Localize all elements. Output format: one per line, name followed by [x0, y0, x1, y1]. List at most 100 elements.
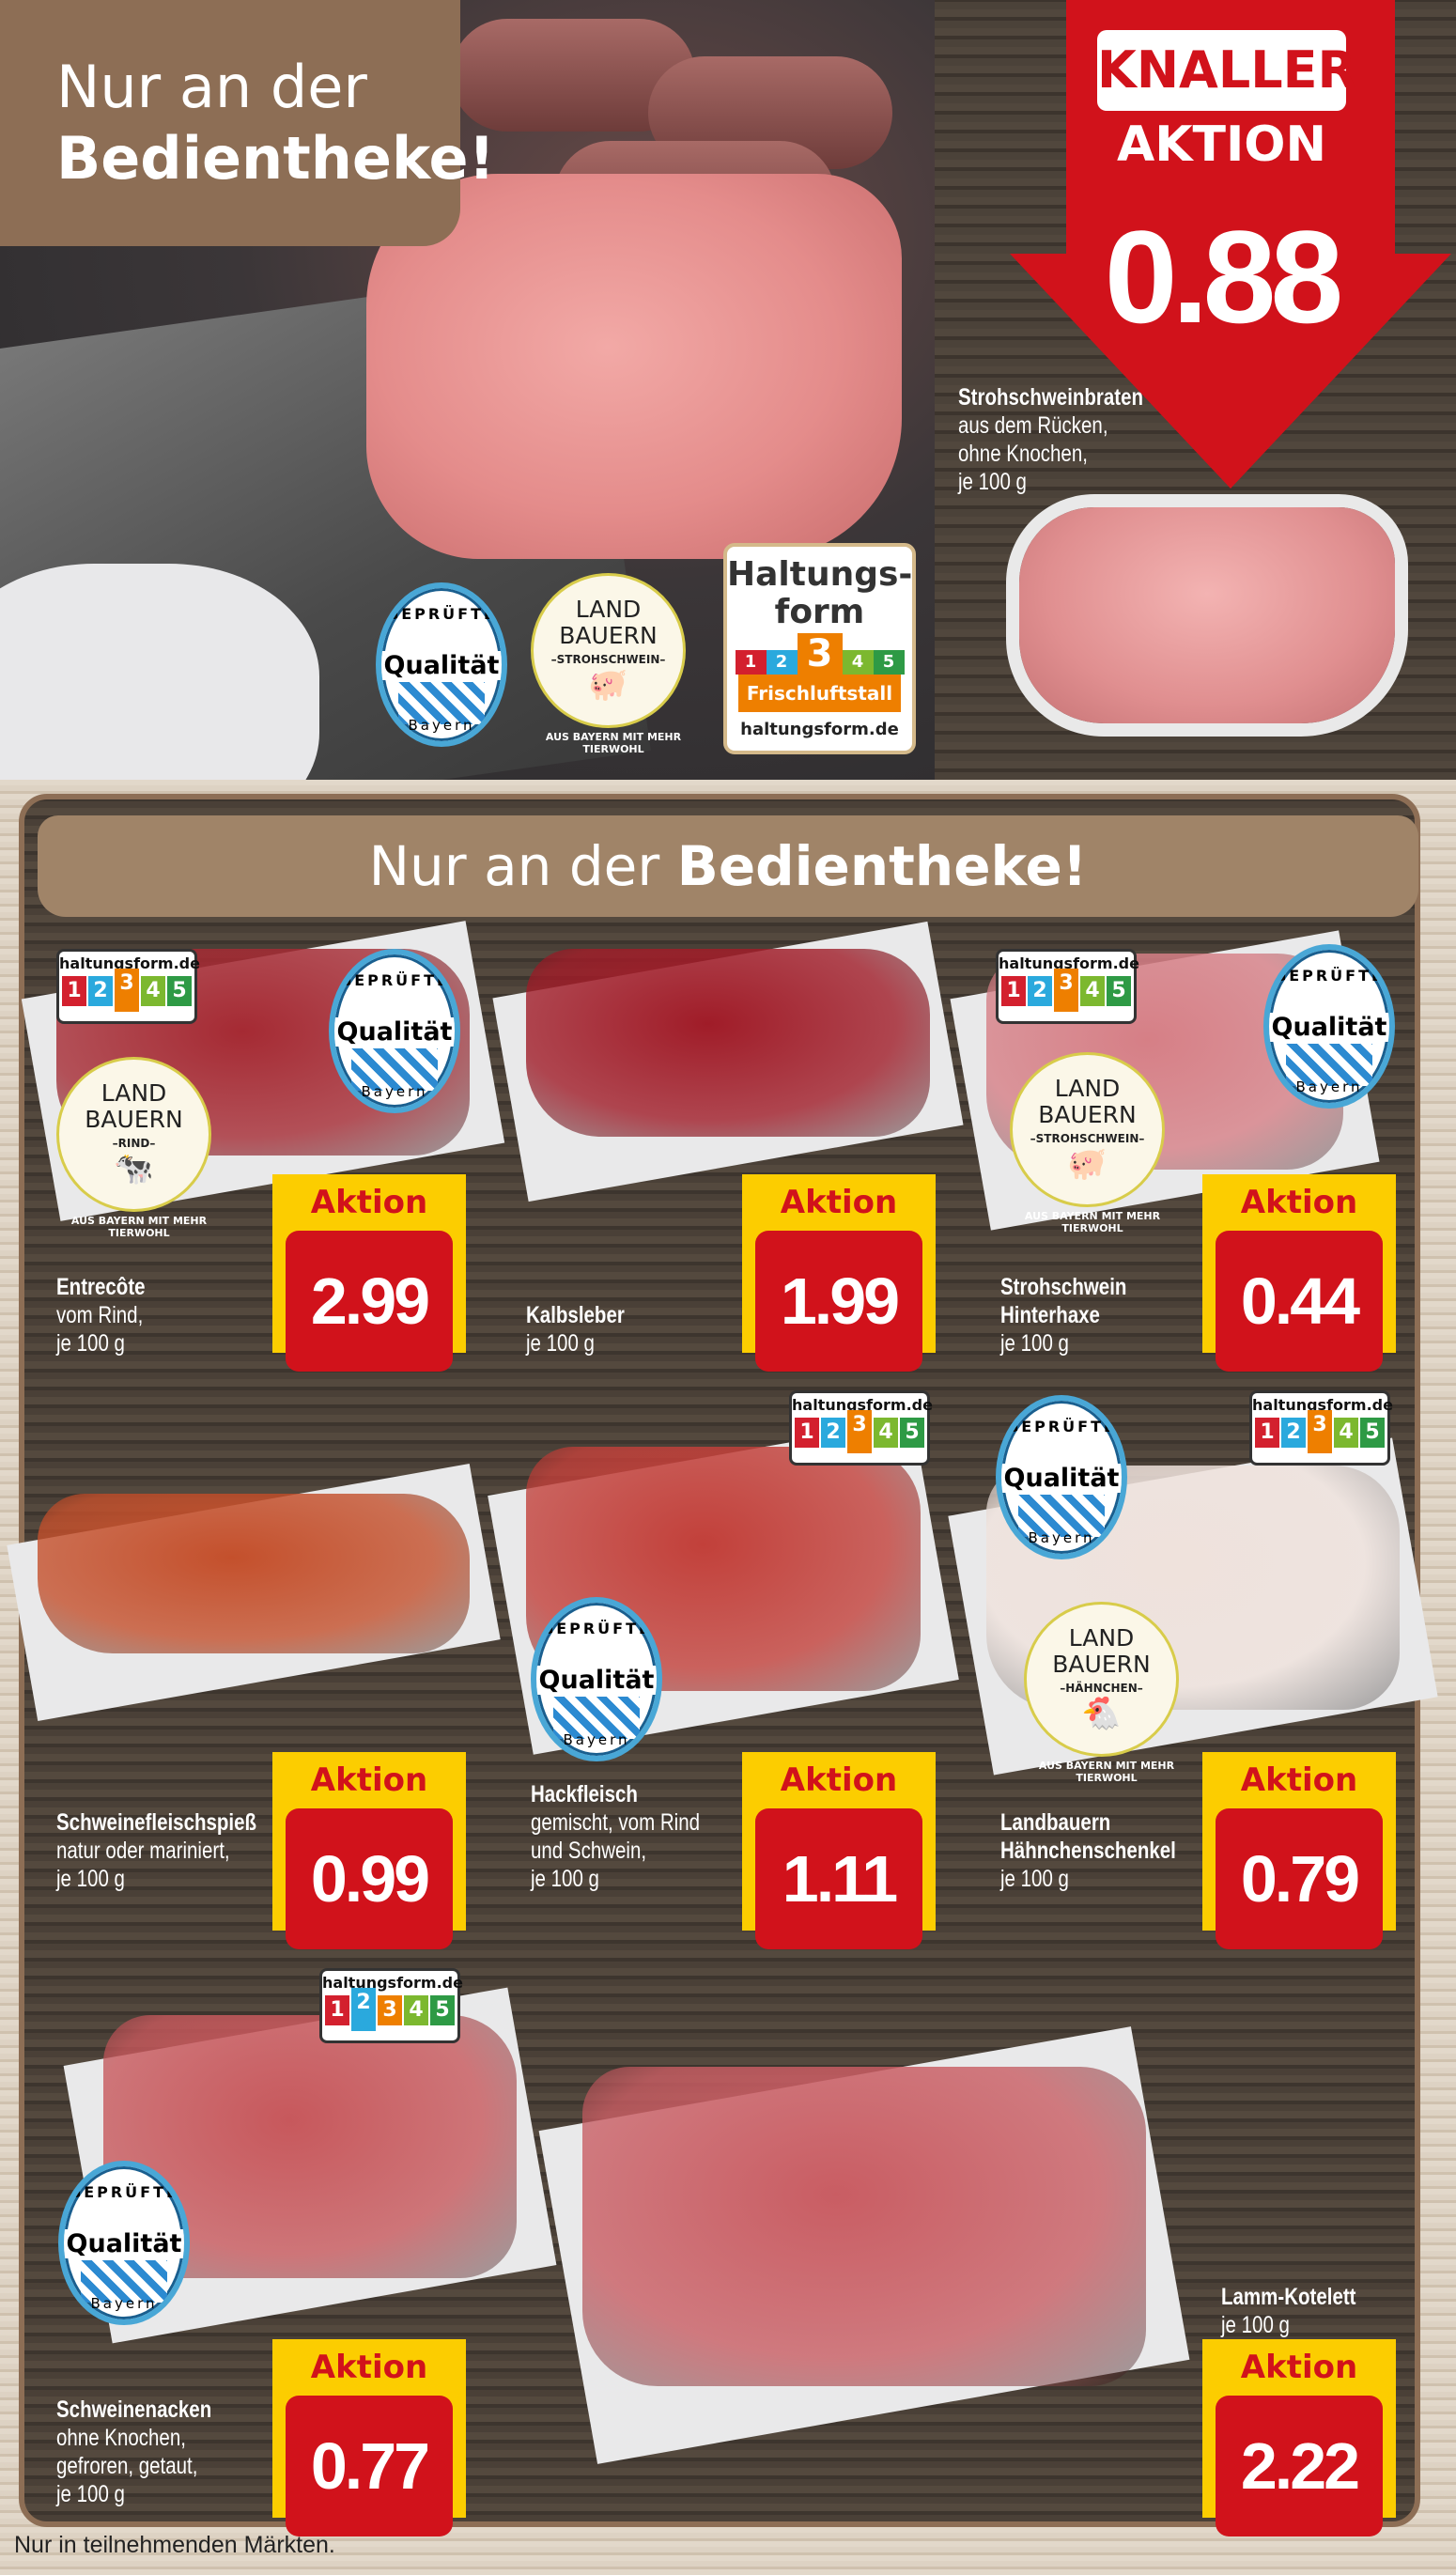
- price-tag: Aktion 0.44: [1202, 1174, 1396, 1372]
- red-arrow: [1010, 0, 1451, 489]
- hero-image: [0, 0, 935, 780]
- badge-text: LAND BAUERN: [59, 1080, 209, 1133]
- haltungsform-level: 5: [167, 976, 192, 1006]
- aktion-label: Aktion: [310, 1184, 428, 1221]
- product-desc: je 100 g: [56, 2481, 125, 2507]
- pig-icon: 🐖: [1067, 1145, 1107, 1183]
- badge-text: Qualität: [64, 2229, 184, 2258]
- bavarian-diamonds: [81, 2260, 167, 2303]
- haltungsform-level: 1: [1001, 976, 1026, 1006]
- product-name: Hackfleisch: [531, 1781, 638, 1807]
- haltungsform-label: Frischluftstall: [738, 675, 901, 712]
- product-name: Kalbsleber: [526, 1302, 625, 1328]
- badge-text: GEPRÜFTE: [1006, 1418, 1117, 1435]
- haltungsform-badge: haltungsform.de 1 2 3 4 5: [789, 1390, 933, 1466]
- price: 0.44: [1216, 1231, 1383, 1372]
- pig-icon: 🐖: [588, 666, 628, 704]
- price: 0.79: [1216, 1808, 1383, 1949]
- haltungsform-level: 1: [735, 650, 767, 675]
- haltungsform-badge: haltungsform.de 1 2 3 4 5: [319, 1968, 463, 2043]
- badge-text: Haltungs-: [727, 555, 913, 594]
- qualitaet-bayern-badge: GEPRÜFTE Qualität Bayern: [531, 1597, 662, 1761]
- haltungsform-level: 1: [325, 1995, 349, 2025]
- badge-text: GEPRÜFTE: [339, 971, 450, 989]
- badge-text: LAND BAUERN: [1027, 1625, 1176, 1678]
- product-image: [38, 1494, 470, 1653]
- product-desc: ohne Knochen,: [56, 2425, 186, 2451]
- title-line2: Bedientheke!: [56, 124, 495, 193]
- badge-text: Qualität: [381, 651, 502, 680]
- badge-ring-text: AUS BAYERN MIT MEHR TIERWOHL: [1024, 1210, 1161, 1234]
- price: 0.99: [286, 1808, 453, 1949]
- product-text: Lamm-Kotelett je 100 g: [1221, 2283, 1356, 2339]
- price: 1.11: [755, 1808, 922, 1949]
- product-desc: je 100 g: [1000, 1330, 1069, 1357]
- title-tag: Nur an der Bedientheke!: [0, 0, 495, 246]
- footer-note: Nur in teilnehmenden Märkten.: [14, 2532, 335, 2558]
- haltungsform-level: 3: [797, 633, 843, 675]
- haltungsform-badge: haltungsform.de 1 2 3 4 5: [1249, 1390, 1393, 1466]
- qualitaet-bayern-badge: GEPRÜFTE Qualität Bayern: [58, 2161, 190, 2325]
- price: 2.22: [1216, 2396, 1383, 2536]
- haltungsform-level: 2: [88, 976, 113, 1006]
- haltungsform-level: 4: [1334, 1418, 1358, 1448]
- price-tag: Aktion 1.99: [742, 1174, 936, 1372]
- product-desc: aus dem Rücken,: [958, 412, 1108, 439]
- badge-text: Bayern: [90, 2295, 158, 2312]
- pork-roast: [366, 174, 902, 559]
- product-desc: gemischt, vom Rind: [531, 1809, 701, 1836]
- haltungsform-level: 5: [900, 1418, 924, 1448]
- section-banner: Nur an der Bedientheke!: [38, 815, 1418, 917]
- knaller-price: 0.88: [1104, 203, 1343, 350]
- product-desc: natur oder mariniert,: [56, 1838, 230, 1864]
- haltungsform-level: 5: [873, 650, 905, 675]
- qualitaet-bayern-badge: GEPRÜFTE Qualität Bayern: [376, 582, 507, 747]
- knaller-product-text: Strohschweinbraten aus dem Rücken, ohne …: [958, 383, 1143, 496]
- product-desc: vom Rind,: [56, 1302, 144, 1328]
- cow-icon: 🐄: [114, 1150, 154, 1187]
- haltungsform-url: haltungsform.de: [322, 1974, 463, 1992]
- badge-text: GEPRÜFTE: [386, 605, 497, 623]
- product-text: Landbauern Hähnchenschenkel je 100 g: [1000, 1808, 1176, 1893]
- haltungsform-level: 4: [141, 976, 165, 1006]
- badge-text: –STROHSCHWEIN–: [1030, 1132, 1145, 1145]
- haltungsform-level: 2: [1028, 976, 1052, 1006]
- product-desc: je 100 g: [531, 1866, 599, 1892]
- badge-ring-text: AUS BAYERN MIT MEHR TIERWOHL: [1038, 1760, 1175, 1784]
- qualitaet-bayern-badge: GEPRÜFTE Qualität Bayern: [1263, 944, 1395, 1109]
- badge-text: LAND: [1068, 1624, 1135, 1652]
- badge-ring-text: AUS BAYERN MIT MEHR TIERWOHL: [70, 1215, 208, 1239]
- haltungsform-level: 1: [62, 976, 86, 1006]
- badge-text: LAND BAUERN: [1013, 1076, 1162, 1128]
- bavarian-diamonds: [351, 1048, 438, 1091]
- haltungsform-url: haltungsform.de: [1252, 1396, 1393, 1414]
- haltungsform-level: 3: [378, 1995, 402, 2025]
- product-text: Schweinenacken ohne Knochen, gefroren, get…: [56, 2396, 211, 2508]
- product-desc: je 100 g: [958, 469, 1027, 495]
- pork-roast-image: [1019, 507, 1395, 723]
- haltungsform-level: 3: [1308, 1410, 1332, 1453]
- badge-ring-text: AUS BAYERN MIT MEHR TIERWOHL: [545, 731, 682, 755]
- badge-text: LAND: [1054, 1075, 1121, 1102]
- price-tag: Aktion 1.11: [742, 1752, 936, 1949]
- badge-text: form: [774, 593, 865, 631]
- product-name: Strohschweinbraten: [958, 384, 1144, 411]
- chicken-icon: 🐔: [1081, 1695, 1122, 1732]
- haltungsform-url: haltungsform.de: [59, 954, 200, 972]
- product-image: [582, 2067, 1146, 2386]
- product-text: Entrecôte vom Rind, je 100 g: [56, 1273, 146, 1357]
- banner-text-bold: Bedientheke!: [676, 834, 1088, 898]
- product-name: Hinterhaxe: [1000, 1302, 1100, 1328]
- badge-text: –HÄHNCHEN–: [1060, 1682, 1143, 1695]
- price: 1.99: [755, 1231, 922, 1372]
- aktion-label: AKTION: [1116, 116, 1327, 173]
- price-tag: Aktion 0.79: [1202, 1752, 1396, 1949]
- haltungsform-level: 4: [404, 1995, 428, 2025]
- bavarian-diamonds: [553, 1697, 640, 1739]
- title-line1: Nur an der: [56, 53, 367, 121]
- badge-text: LAND: [575, 596, 642, 623]
- product-name: Entrecôte: [56, 1274, 146, 1300]
- badge-text: BAUERN: [1038, 1101, 1137, 1128]
